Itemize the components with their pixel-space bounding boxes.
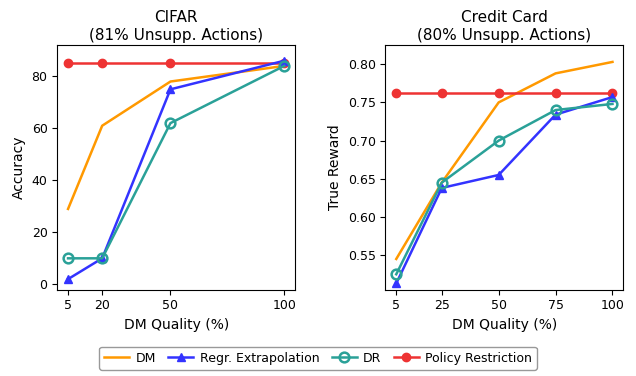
Legend: DM, Regr. Extrapolation, DR, Policy Restriction: DM, Regr. Extrapolation, DR, Policy Rest… (99, 347, 537, 370)
Y-axis label: Accuracy: Accuracy (12, 136, 26, 199)
Y-axis label: True Reward: True Reward (328, 124, 342, 210)
Title: Credit Card
(80% Unsupp. Actions): Credit Card (80% Unsupp. Actions) (417, 10, 591, 42)
Title: CIFAR
(81% Unsupp. Actions): CIFAR (81% Unsupp. Actions) (89, 10, 263, 42)
X-axis label: DM Quality (%): DM Quality (%) (123, 318, 229, 332)
X-axis label: DM Quality (%): DM Quality (%) (452, 318, 557, 332)
